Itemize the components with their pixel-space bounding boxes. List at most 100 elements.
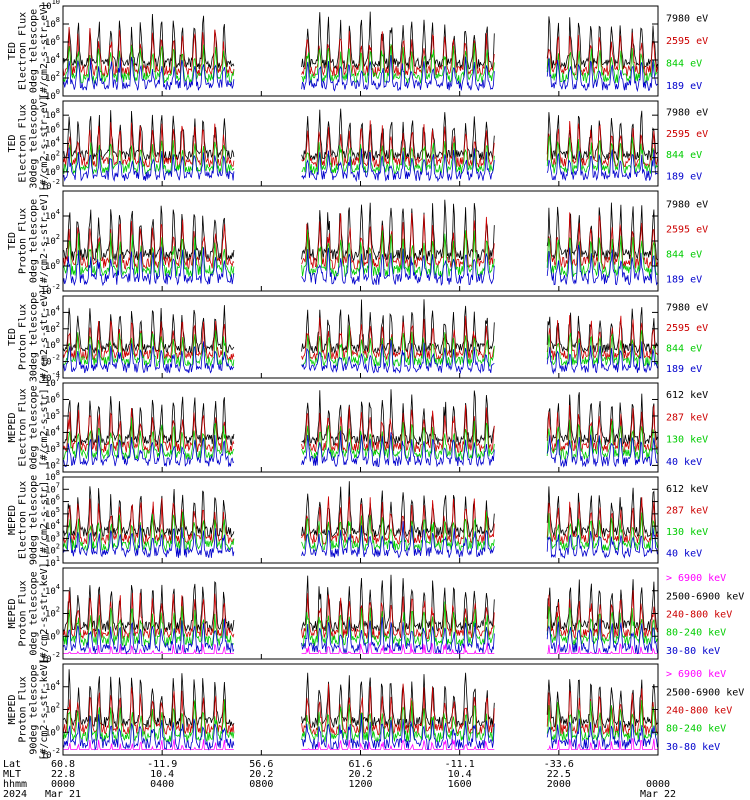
- y-tick-exponent: 0: [56, 164, 60, 172]
- legend-entry: 40 keV: [666, 457, 702, 468]
- trace-4-4-seg-3: [546, 341, 658, 375]
- trace-7-3-seg-1: [63, 591, 235, 639]
- trace-3-2-seg-1: [63, 219, 235, 270]
- y-tick-exponent: -4: [52, 370, 60, 378]
- y-axis-label-line: Proton Flux: [18, 676, 29, 742]
- legend-entry: 130 keV: [666, 527, 708, 538]
- y-tick-exponent: 2: [56, 150, 60, 158]
- trace-5-3-seg-2: [301, 420, 495, 461]
- legend-entry: 40 keV: [666, 548, 702, 559]
- y-tick-exponent: 0: [56, 724, 60, 732]
- trace-4-2-seg-2: [301, 315, 495, 361]
- y-tick-exponent: -2: [52, 651, 60, 659]
- y-tick-exponent: 4: [56, 136, 60, 144]
- trace-6-2-seg-1: [63, 498, 235, 546]
- trace-1-4-seg-3: [546, 57, 658, 93]
- legend-entry: 7980 eV: [666, 200, 708, 211]
- legend-entry: 7980 eV: [666, 13, 708, 24]
- y-axis-label-line: [#/cm2-s-str-keV]: [39, 658, 50, 760]
- y-tick-exponent: -2: [52, 178, 60, 186]
- legend-entry: 612 keV: [666, 390, 708, 401]
- time-axis-row-label: 2024: [3, 789, 27, 800]
- trace-3-4-seg-3: [546, 244, 658, 286]
- y-axis-label-line: MEPED: [7, 598, 18, 628]
- trace-8-5-seg-3: [546, 718, 658, 751]
- time-axis-lat-label: 56.6: [249, 759, 273, 770]
- trace-2-1-seg-1: [63, 110, 235, 162]
- y-axis-label-line: Proton Flux: [18, 208, 29, 274]
- legend-entry: 844 eV: [666, 250, 702, 261]
- y-axis-label-line: 0deg telescope: [28, 199, 39, 283]
- time-axis-date-label: Mar 22: [640, 789, 676, 800]
- y-axis-label-line: TED: [7, 328, 18, 346]
- trace-5-2-seg-2: [301, 404, 495, 454]
- trace-6-2-seg-3: [546, 497, 658, 545]
- time-axis-row-label: Lat: [3, 759, 21, 770]
- y-tick-exponent: 6: [56, 391, 60, 399]
- legend-entry: 80-240 keV: [666, 628, 726, 639]
- time-axis-row-label: MLT: [3, 769, 21, 780]
- legend-entry: 2595 eV: [666, 129, 708, 140]
- trace-8-5-seg-1: [63, 714, 235, 751]
- time-axis-hhmm-label: 1600: [448, 779, 472, 790]
- trace-8-4-seg-3: [546, 700, 658, 742]
- legend-entry: 7980 eV: [666, 108, 708, 119]
- time-axis-mlt-label: 10.4: [448, 769, 472, 780]
- trace-5-2-seg-3: [546, 404, 658, 454]
- y-axis-label-line: TED: [7, 232, 18, 250]
- trace-3-1-seg-3: [546, 202, 658, 261]
- y-axis-label-line: Electron Flux: [18, 104, 29, 182]
- y-tick-exponent: 2: [56, 702, 60, 710]
- time-axis-mlt-label: 20.2: [348, 769, 372, 780]
- trace-5-4-seg-1: [63, 435, 235, 468]
- time-axis-mlt-label: 20.2: [249, 769, 273, 780]
- trace-6-4-seg-3: [546, 527, 658, 559]
- y-axis-label-line: 30deg telescope: [28, 98, 39, 188]
- panel-traces: [63, 108, 658, 183]
- y-axis-label-line: Proton Flux: [18, 304, 29, 370]
- y-axis-label-line: Electron Flux: [18, 388, 29, 466]
- y-axis-label-line: MEPED: [7, 505, 18, 535]
- trace-8-4-seg-2: [301, 700, 495, 743]
- trace-1-3-seg-2: [301, 43, 495, 85]
- y-tick-exponent: 2: [56, 457, 60, 465]
- y-tick-exponent: -2: [52, 747, 60, 755]
- trace-2-4-seg-3: [546, 149, 658, 182]
- panel-traces: [63, 11, 658, 93]
- y-tick-exponent: 4: [56, 52, 60, 60]
- legend-entry: 189 eV: [666, 81, 702, 92]
- y-tick-exponent: 10: [52, 0, 60, 6]
- y-axis-label-line: TED: [7, 134, 18, 152]
- trace-3-1-seg-1: [63, 205, 235, 262]
- panel-traces: [63, 481, 658, 559]
- trace-2-1-seg-2: [301, 108, 495, 162]
- trace-2-2-seg-2: [301, 120, 495, 169]
- y-tick-exponent: 2: [56, 543, 60, 551]
- y-tick-exponent: 5: [56, 506, 60, 514]
- y-axis-label-line: 0deg telescope: [28, 571, 39, 655]
- trace-7-2-seg-2: [301, 574, 495, 633]
- trace-7-1-seg-2: [301, 641, 495, 654]
- trace-1-1-seg-3: [546, 16, 658, 69]
- legend-entry: 130 keV: [666, 435, 708, 446]
- time-axis-hhmm-label: 2000: [547, 779, 571, 790]
- trace-6-3-seg-2: [301, 511, 495, 552]
- trace-1-2-seg-2: [301, 30, 495, 77]
- panel-traces: [63, 574, 658, 655]
- legend-entry: 844 eV: [666, 343, 702, 354]
- y-axis-label-line: Electron Flux: [18, 12, 29, 90]
- legend-entry: 2595 eV: [666, 36, 708, 47]
- y-axis-label-line: [#/cm2-s-str-keV]: [39, 562, 50, 664]
- trace-8-5-seg-2: [301, 713, 495, 751]
- y-axis-label-line: 0deg telescope: [28, 385, 39, 469]
- y-axis-label-line: 90deg telescope: [28, 664, 39, 754]
- trace-1-4-seg-2: [301, 55, 495, 92]
- trace-2-4-seg-2: [301, 148, 495, 183]
- trace-2-4-seg-1: [63, 147, 235, 182]
- trace-1-2-seg-1: [63, 26, 235, 78]
- y-axis-label-line: 90deg telescope: [28, 475, 39, 565]
